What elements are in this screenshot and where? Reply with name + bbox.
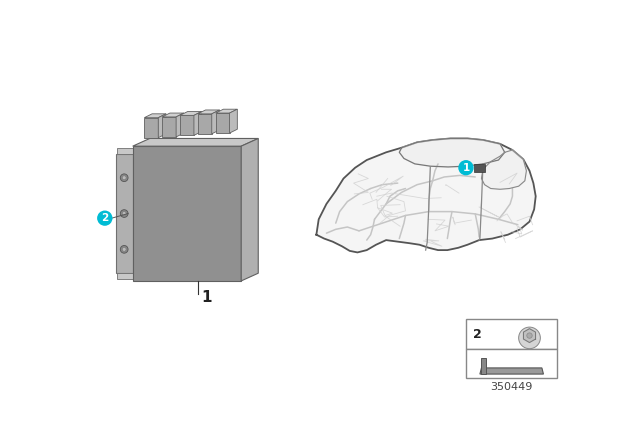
Circle shape <box>98 211 112 225</box>
Polygon shape <box>316 138 536 252</box>
Circle shape <box>122 211 126 215</box>
Circle shape <box>122 247 126 251</box>
Polygon shape <box>399 138 505 167</box>
Polygon shape <box>230 109 237 133</box>
Polygon shape <box>132 146 241 281</box>
Circle shape <box>122 176 126 180</box>
Bar <box>466 349 557 378</box>
Polygon shape <box>194 112 202 135</box>
Polygon shape <box>162 113 184 117</box>
Text: 1: 1 <box>462 163 470 173</box>
Text: 2: 2 <box>473 327 482 340</box>
Polygon shape <box>241 138 259 281</box>
Polygon shape <box>180 116 194 135</box>
Polygon shape <box>116 154 132 273</box>
Polygon shape <box>481 150 527 189</box>
Text: 1: 1 <box>202 290 212 306</box>
Polygon shape <box>198 114 212 134</box>
Polygon shape <box>212 110 220 134</box>
Circle shape <box>518 327 540 349</box>
Text: 2: 2 <box>101 213 108 223</box>
Polygon shape <box>480 368 543 374</box>
Polygon shape <box>176 113 184 137</box>
Polygon shape <box>216 113 230 133</box>
Circle shape <box>527 333 532 338</box>
Polygon shape <box>162 117 176 137</box>
Circle shape <box>120 174 128 181</box>
Polygon shape <box>474 164 485 172</box>
Polygon shape <box>145 118 158 138</box>
Polygon shape <box>117 148 134 154</box>
Polygon shape <box>198 110 220 114</box>
Polygon shape <box>158 114 166 138</box>
Polygon shape <box>117 273 134 280</box>
Circle shape <box>459 161 473 175</box>
Circle shape <box>120 210 128 217</box>
Polygon shape <box>180 112 202 116</box>
Text: 350449: 350449 <box>490 382 533 392</box>
Polygon shape <box>145 114 166 118</box>
Polygon shape <box>132 138 259 146</box>
Polygon shape <box>481 358 486 374</box>
Circle shape <box>120 246 128 253</box>
Bar <box>466 319 557 349</box>
Polygon shape <box>216 109 237 113</box>
Polygon shape <box>524 329 536 343</box>
